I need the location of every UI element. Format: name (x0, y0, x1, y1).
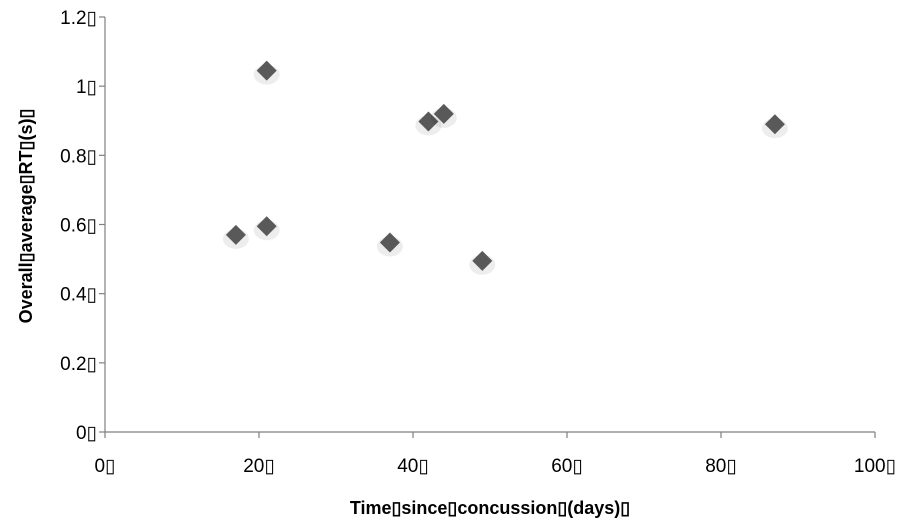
data-point (376, 232, 403, 257)
data-point (253, 60, 280, 85)
y-tick-label: 1.2▯ (60, 8, 97, 29)
data-point (761, 114, 788, 139)
data-point-marker (433, 103, 454, 124)
y-tick-label: 1▯ (76, 77, 97, 98)
y-tick-label: 0.8▯ (60, 146, 97, 167)
x-axis: 0▯ 20▯ 40▯ 60▯ 80▯ 100▯ (94, 431, 896, 477)
y-axis-title: Overall▯average▯RT▯(s)▯ (16, 109, 36, 324)
data-point-marker (256, 60, 277, 81)
x-tick-label: 60▯ (551, 456, 583, 477)
x-tick-label: 100▯ (854, 456, 896, 477)
x-tick-label: 0▯ (94, 456, 115, 477)
data-point-marker (764, 114, 785, 135)
data-point-marker (225, 224, 246, 245)
x-tick-label: 40▯ (397, 456, 429, 477)
data-point-marker (472, 250, 493, 271)
data-point (469, 250, 496, 275)
data-point (430, 103, 457, 128)
y-tick-label: 0.4▯ (60, 285, 97, 306)
data-point (253, 216, 280, 241)
x-axis-title: Time▯since▯concussion▯(days)▯ (350, 498, 630, 518)
data-point-marker (379, 232, 400, 253)
data-point-marker (418, 111, 439, 132)
data-point-marker (256, 216, 277, 237)
data-point (415, 111, 442, 136)
y-tick-label: 0.2▯ (60, 354, 97, 375)
y-tick-label: 0▯ (76, 423, 97, 444)
x-tick-label: 20▯ (243, 456, 275, 477)
y-tick-label: 0.6▯ (60, 216, 97, 237)
data-point (222, 224, 249, 249)
y-axis: 0▯ 0.2▯ 0.4▯ 0.6▯ 0.8▯ 1▯ 1.2▯ (60, 8, 106, 444)
x-tick-label: 80▯ (705, 456, 737, 477)
data-points (222, 60, 788, 275)
